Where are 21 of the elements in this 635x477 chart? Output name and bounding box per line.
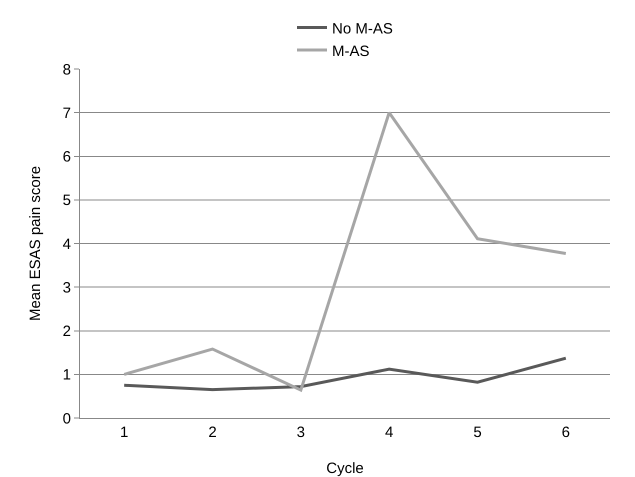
y-tick-label: 4 (62, 236, 71, 253)
x-axis-title: Cycle (326, 460, 364, 477)
y-tick-label: 0 (62, 410, 71, 428)
x-tick-label: 2 (208, 424, 217, 441)
x-tick-label: 5 (473, 424, 482, 441)
y-tick-label: 3 (62, 279, 71, 296)
x-tick-label: 1 (120, 424, 128, 441)
x-tick-label: 6 (562, 424, 570, 441)
line-series (122, 111, 568, 392)
legend-label: No M-AS (332, 20, 393, 38)
x-tick-label: 4 (385, 424, 394, 441)
y-tick-label: 8 (62, 61, 71, 78)
legend-label: M-AS (332, 42, 370, 60)
y-tick-label: 1 (62, 366, 71, 384)
y-tick-label: 6 (62, 148, 71, 166)
line-series (122, 356, 568, 392)
y-axis-title: Mean ESAS pain score (27, 166, 44, 322)
x-tick-label: 3 (296, 424, 305, 441)
y-tick-label: 5 (62, 192, 71, 210)
y-tick-label: 7 (62, 104, 71, 122)
y-tick-label: 2 (62, 323, 71, 340)
